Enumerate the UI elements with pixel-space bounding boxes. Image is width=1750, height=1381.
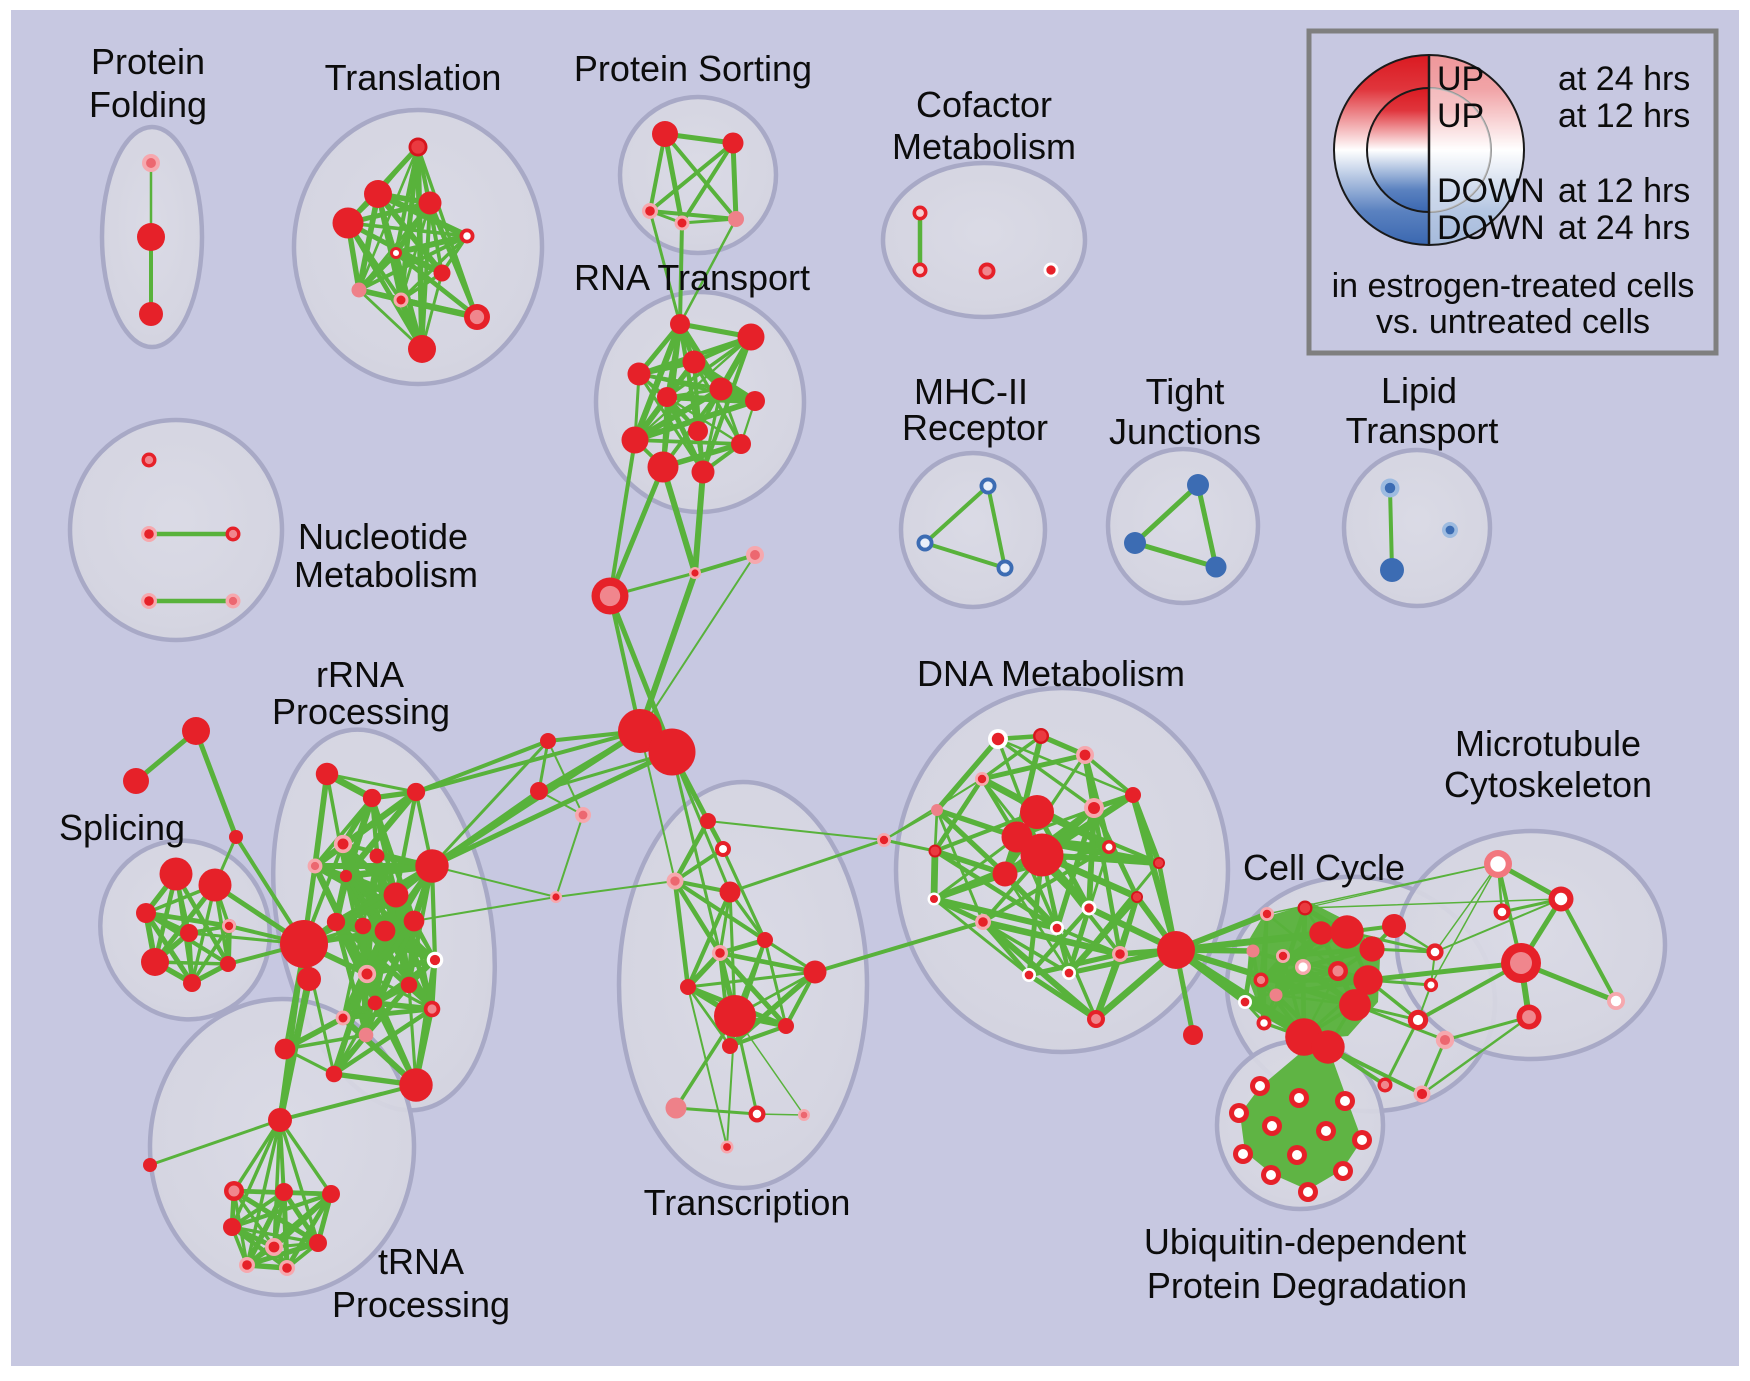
svg-text:Metabolism: Metabolism: [892, 126, 1076, 167]
svg-text:Protein Sorting: Protein Sorting: [574, 48, 812, 89]
svg-text:Lipid: Lipid: [1381, 370, 1457, 411]
svg-text:Translation: Translation: [325, 57, 502, 98]
svg-text:RNA Transport: RNA Transport: [574, 257, 810, 298]
svg-text:Splicing: Splicing: [59, 807, 185, 848]
svg-text:in estrogen-treated cells: in estrogen-treated cells: [1332, 267, 1695, 305]
svg-text:Protein Degradation: Protein Degradation: [1147, 1265, 1467, 1306]
svg-text:Tight: Tight: [1146, 371, 1225, 412]
svg-text:DOWN: DOWN: [1437, 172, 1545, 210]
svg-text:at 12 hrs: at 12 hrs: [1558, 97, 1690, 135]
svg-text:Nucleotide: Nucleotide: [298, 516, 468, 557]
svg-text:Junctions: Junctions: [1109, 411, 1261, 452]
svg-text:DNA Metabolism: DNA Metabolism: [917, 653, 1185, 694]
svg-text:DOWN: DOWN: [1437, 209, 1545, 247]
svg-text:Processing: Processing: [272, 691, 450, 732]
svg-text:Protein: Protein: [91, 41, 205, 82]
svg-text:at 24 hrs: at 24 hrs: [1558, 209, 1690, 247]
svg-text:Transport: Transport: [1346, 410, 1499, 451]
svg-text:vs. untreated cells: vs. untreated cells: [1376, 303, 1650, 341]
svg-text:Cell Cycle: Cell Cycle: [1243, 847, 1405, 888]
svg-text:Ubiquitin-dependent: Ubiquitin-dependent: [1144, 1221, 1466, 1262]
svg-text:at 12 hrs: at 12 hrs: [1558, 172, 1690, 210]
svg-text:Metabolism: Metabolism: [294, 554, 478, 595]
svg-text:Folding: Folding: [89, 84, 207, 125]
svg-text:Processing: Processing: [332, 1284, 510, 1325]
svg-text:Cofactor: Cofactor: [916, 84, 1052, 125]
svg-text:MHC-II: MHC-II: [914, 371, 1028, 412]
svg-text:UP: UP: [1437, 60, 1484, 98]
svg-text:at 24 hrs: at 24 hrs: [1558, 60, 1690, 98]
svg-text:Receptor: Receptor: [902, 407, 1048, 448]
svg-text:tRNA: tRNA: [378, 1241, 464, 1282]
svg-text:Microtubule: Microtubule: [1455, 723, 1641, 764]
svg-text:rRNA: rRNA: [316, 654, 404, 695]
svg-text:Transcription: Transcription: [644, 1182, 851, 1223]
svg-text:Cytoskeleton: Cytoskeleton: [1444, 764, 1652, 805]
svg-text:UP: UP: [1437, 97, 1484, 135]
